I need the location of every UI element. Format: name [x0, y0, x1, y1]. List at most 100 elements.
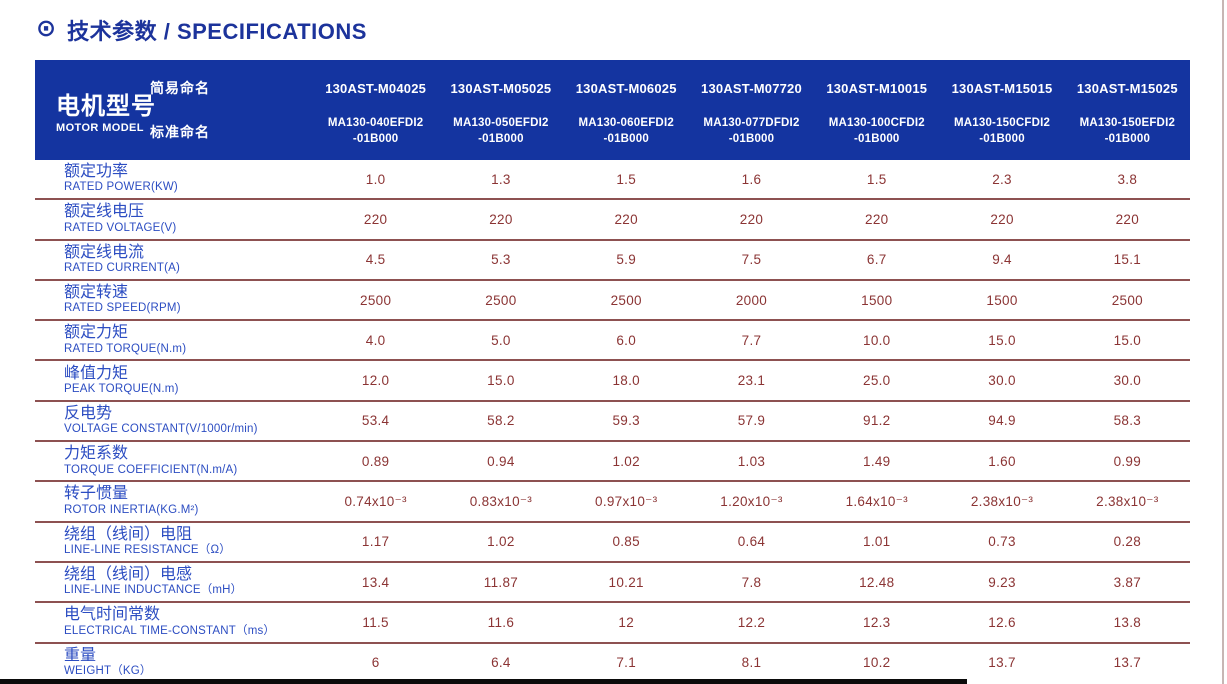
value-cell: 1.64x10⁻³: [845, 493, 908, 509]
value-cell: 1.17: [361, 534, 390, 550]
row-label-zh: 绕组（线间）电阻: [64, 525, 193, 543]
value-cell: 10.2: [863, 655, 891, 671]
row-label-zh: 电气时间常数: [64, 606, 161, 624]
column-standard-name: MA130-060EFDI2 -01B000: [564, 110, 689, 154]
standard-name-line2: -01B000: [352, 133, 399, 145]
value-cell: 18.0: [612, 373, 640, 389]
value-cell: 12.3: [863, 614, 891, 630]
row-label-zh: 重量: [64, 646, 97, 664]
value-cell: 5.3: [491, 252, 511, 268]
standard-name-line1: MA130-150CFDI2: [953, 117, 1051, 130]
row-label-en: RATED CURRENT(A): [64, 262, 181, 275]
value-cell: 220: [865, 211, 889, 227]
column-standard-name: MA130-077DFDI2 -01B000: [689, 110, 814, 154]
column-simple-name: 130AST-M10015: [826, 80, 928, 96]
value-cell: 13.4: [361, 574, 390, 590]
row-label: 额定力矩 RATED TORQUE(N.m): [35, 324, 313, 356]
value-cell: 5.0: [491, 332, 511, 348]
value-cell: 6.4: [491, 655, 511, 671]
value-cell: 7.8: [741, 574, 762, 590]
value-cell: 0.83x10⁻³: [469, 493, 533, 509]
row-label-en: TORQUE COEFFICIENT(N.m/A): [64, 463, 238, 476]
row-label-en: VOLTAGE CONSTANT(V/1000r/min): [64, 423, 258, 436]
value-cell: 6.0: [616, 332, 637, 348]
value-cell: 11.5: [362, 614, 389, 630]
header-columns: 130AST-M04025 130AST-M05025 130AST-M06025 1…: [313, 60, 1190, 160]
value-cell: 13.8: [1113, 614, 1142, 630]
value-cell: 1500: [986, 292, 1018, 308]
value-cell: 3.87: [1113, 574, 1142, 590]
value-cell: 13.7: [988, 655, 1016, 671]
page-edge-line: [1222, 0, 1224, 684]
row-label: 峰值力矩 PEAK TORQUE(N.m): [35, 365, 313, 397]
row-label: 额定线电流 RATED CURRENT(A): [35, 244, 313, 276]
row-label: 反电势 VOLTAGE CONSTANT(V/1000r/min): [35, 405, 313, 437]
row-label-zh: 转子惯量: [64, 485, 129, 503]
value-cell: 2.38x10⁻³: [1096, 493, 1159, 509]
table-row: 额定力矩 RATED TORQUE(N.m) 4.0 5.0 6.0 7.7 10.0 15.…: [35, 321, 1190, 362]
row-label: 额定转速 RATED SPEED(RPM): [35, 284, 313, 316]
value-cell: 15.0: [487, 373, 515, 389]
value-cell: 3.8: [1117, 171, 1138, 187]
standard-name-line2: -01B000: [1104, 133, 1151, 145]
value-cell: 0.85: [612, 534, 640, 550]
row-label-en: PEAK TORQUE(N.m): [64, 382, 179, 395]
standard-name-line2: -01B000: [728, 133, 775, 145]
value-cell: 0.97x10⁻³: [595, 493, 658, 509]
motor-model-zh: 电机型号: [56, 93, 156, 120]
row-label: 力矩系数 TORQUE COEFFICIENT(N.m/A): [35, 445, 313, 477]
table-row: 额定线电压 RATED VOLTAGE(V) 220 220 220 220 220 220 2…: [35, 200, 1190, 241]
simple-naming-label: 简易命名: [150, 80, 210, 96]
value-cell: 220: [1115, 211, 1140, 227]
row-label: 重量 WEIGHT（KG）: [35, 647, 313, 679]
value-cell: 12: [618, 614, 635, 630]
row-label-en: ROTOR INERTIA(KG.M²): [64, 503, 199, 516]
value-cell: 12.0: [361, 373, 390, 389]
row-label-zh: 额定线电流: [64, 243, 145, 261]
value-cell: 11.87: [483, 574, 519, 590]
value-cell: 12.48: [859, 574, 895, 590]
value-cell: 58.2: [487, 413, 515, 429]
standard-name-line1: MA130-060EFDI2: [578, 117, 674, 130]
value-cell: 13.7: [1113, 655, 1142, 671]
value-cell: 1.5: [616, 171, 637, 187]
value-cell: 220: [739, 211, 764, 227]
column-standard-name: MA130-040EFDI2 -01B000: [313, 110, 438, 154]
table-row: 额定线电流 RATED CURRENT(A) 4.5 5.3 5.9 7.5 6.7 9.4 1…: [35, 241, 1190, 281]
row-label-zh: 绕组（线间）电感: [64, 566, 193, 584]
row-label-en: RATED SPEED(RPM): [64, 302, 181, 315]
value-cell: 15.0: [988, 332, 1016, 348]
row-label-en: RATED TORQUE(N.m): [64, 342, 187, 355]
row-label: 电气时间常数 ELECTRICAL TIME-CONSTANT（ms）: [35, 606, 313, 638]
value-cell: 220: [614, 211, 638, 227]
value-cell: 2.3: [992, 171, 1012, 187]
column-simple-name: 130AST-M06025: [575, 80, 677, 96]
value-cell: 15.0: [1113, 332, 1142, 348]
standard-name-line2: -01B000: [854, 133, 900, 145]
header-left-block: 电机型号 MOTOR MODEL 简易命名 标准命名: [35, 60, 313, 160]
value-cell: 0.74x10⁻³: [344, 493, 407, 509]
page-title: ⊙ 技术参数 / SPECIFICATIONS: [36, 14, 367, 46]
naming-labels: 简易命名 标准命名: [150, 60, 313, 160]
value-cell: 2500: [360, 292, 392, 308]
standard-naming-label: 标准命名: [150, 124, 210, 140]
value-cell: 7.7: [741, 332, 762, 348]
value-cell: 6: [371, 655, 380, 671]
row-label-zh: 额定功率: [64, 163, 129, 181]
row-label-en: LINE-LINE INDUCTANCE（mH）: [64, 584, 243, 597]
value-cell: 5.9: [616, 252, 637, 268]
row-label-zh: 力矩系数: [64, 445, 129, 463]
value-cell: 2.38x10⁻³: [970, 493, 1034, 509]
row-label: 额定功率 RATED POWER(KW): [35, 163, 313, 195]
value-cell: 0.89: [361, 453, 390, 469]
column-standard-name: MA130-050EFDI2 -01B000: [438, 110, 563, 154]
value-cell: 1.3: [491, 171, 511, 187]
row-label-en: RATED VOLTAGE(V): [64, 221, 177, 234]
value-cell: 57.9: [737, 413, 766, 429]
standard-name-line1: MA130-100CFDI2: [828, 117, 925, 130]
value-cell: 1.01: [863, 534, 891, 550]
row-label: 绕组（线间）电感 LINE-LINE INDUCTANCE（mH）: [35, 566, 313, 598]
value-cell: 1.02: [487, 534, 515, 550]
row-label: 绕组（线间）电阻 LINE-LINE RESISTANCE（Ω）: [35, 526, 313, 558]
page-title-text: 技术参数 / SPECIFICATIONS: [67, 19, 367, 44]
